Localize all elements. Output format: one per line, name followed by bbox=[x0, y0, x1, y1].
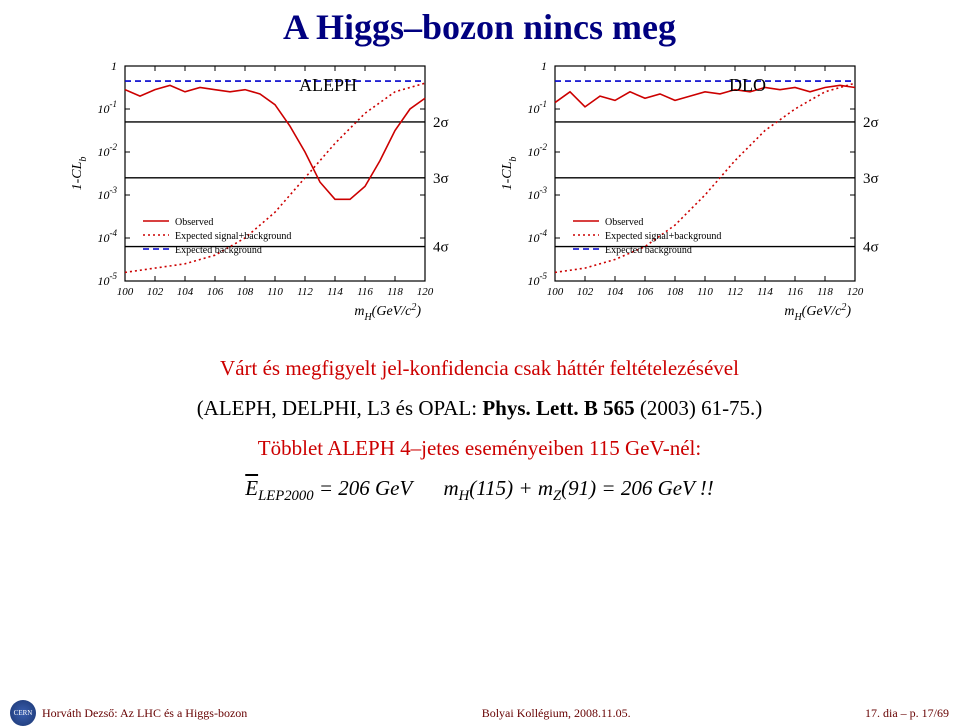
svg-text:10-3: 10-3 bbox=[97, 185, 117, 202]
svg-text:2σ: 2σ bbox=[863, 115, 879, 131]
svg-text:ALEPH: ALEPH bbox=[299, 75, 357, 95]
svg-text:1-CLb: 1-CLb bbox=[500, 157, 519, 191]
svg-text:mH(GeV/c2): mH(GeV/c2) bbox=[784, 302, 851, 323]
svg-text:2σ: 2σ bbox=[433, 115, 449, 131]
svg-text:4σ: 4σ bbox=[863, 240, 879, 256]
body-line4: ELEP2000 = 206 GeV mH(115) + mZ(91) = 20… bbox=[0, 469, 959, 511]
chart-dlo: 100 102 104 106 108 110 112 114 116 118 120 1 10-1 10… bbox=[495, 56, 895, 331]
svg-text:4σ: 4σ bbox=[433, 240, 449, 256]
eq-right: mH(115) + mZ(91) = 206 GeV !! bbox=[443, 476, 713, 500]
eq-left: ELEP2000 = 206 GeV bbox=[245, 476, 417, 500]
svg-text:112: 112 bbox=[727, 286, 743, 298]
svg-text:DLO: DLO bbox=[729, 75, 766, 95]
svg-text:10-5: 10-5 bbox=[97, 271, 117, 288]
svg-text:112: 112 bbox=[297, 286, 313, 298]
svg-text:108: 108 bbox=[666, 286, 683, 298]
svg-text:120: 120 bbox=[846, 286, 863, 298]
svg-text:118: 118 bbox=[817, 286, 833, 298]
chart-aleph: 100 102 104 106 108 110 112 114 116 118 120 1 10-1 10… bbox=[65, 56, 465, 331]
svg-text:10-2: 10-2 bbox=[97, 142, 117, 159]
svg-text:100: 100 bbox=[546, 286, 563, 298]
svg-text:Observed: Observed bbox=[175, 217, 213, 228]
svg-text:3σ: 3σ bbox=[863, 171, 879, 187]
svg-text:3σ: 3σ bbox=[433, 171, 449, 187]
svg-text:1: 1 bbox=[111, 59, 117, 73]
cern-logo-icon: CERN bbox=[10, 700, 36, 726]
svg-text:10-4: 10-4 bbox=[97, 228, 117, 245]
svg-text:1: 1 bbox=[541, 59, 547, 73]
svg-text:120: 120 bbox=[416, 286, 433, 298]
footer: CERN Horváth Dezső: Az LHC és a Higgs-bo… bbox=[0, 700, 959, 726]
svg-text:10-1: 10-1 bbox=[97, 99, 117, 116]
svg-text:10-2: 10-2 bbox=[527, 142, 547, 159]
body-text: Várt és megfigyelt jel-konfidencia csak … bbox=[0, 349, 959, 511]
body-line2: (ALEPH, DELPHI, L3 és OPAL: Phys. Lett. … bbox=[0, 389, 959, 429]
svg-text:106: 106 bbox=[206, 286, 223, 298]
svg-text:Expected background: Expected background bbox=[605, 245, 692, 256]
svg-text:104: 104 bbox=[176, 286, 193, 298]
footer-left: CERN Horváth Dezső: Az LHC és a Higgs-bo… bbox=[10, 700, 247, 726]
page-title: A Higgs–bozon nincs meg bbox=[0, 0, 959, 48]
svg-text:116: 116 bbox=[787, 286, 803, 298]
svg-text:Observed: Observed bbox=[605, 217, 643, 228]
svg-text:114: 114 bbox=[757, 286, 773, 298]
svg-text:10-4: 10-4 bbox=[527, 228, 547, 245]
svg-text:114: 114 bbox=[327, 286, 343, 298]
svg-text:10-1: 10-1 bbox=[527, 99, 547, 116]
svg-text:mH(GeV/c2): mH(GeV/c2) bbox=[354, 302, 421, 323]
footer-author: Horváth Dezső: Az LHC és a Higgs-bozon bbox=[42, 706, 247, 721]
svg-text:10-3: 10-3 bbox=[527, 185, 547, 202]
body-line1: Várt és megfigyelt jel-konfidencia csak … bbox=[0, 349, 959, 389]
svg-text:10-5: 10-5 bbox=[527, 271, 547, 288]
footer-right: 17. dia – p. 17/69 bbox=[865, 706, 949, 721]
chart-dlo-svg: 100 102 104 106 108 110 112 114 116 118 120 1 10-1 10… bbox=[495, 56, 895, 326]
chart-aleph-svg: 100 102 104 106 108 110 112 114 116 118 120 1 10-1 10… bbox=[65, 56, 465, 326]
footer-center: Bolyai Kollégium, 2008.11.05. bbox=[482, 706, 631, 721]
svg-text:110: 110 bbox=[267, 286, 283, 298]
body-line3: Többlet ALEPH 4–jetes eseményeiben 115 G… bbox=[0, 429, 959, 469]
svg-text:108: 108 bbox=[236, 286, 253, 298]
svg-text:Expected signal+background: Expected signal+background bbox=[175, 231, 291, 242]
svg-text:102: 102 bbox=[146, 286, 163, 298]
svg-text:110: 110 bbox=[697, 286, 713, 298]
svg-text:Expected signal+background: Expected signal+background bbox=[605, 231, 721, 242]
svg-text:1-CLb: 1-CLb bbox=[70, 157, 89, 191]
svg-text:106: 106 bbox=[636, 286, 653, 298]
svg-text:104: 104 bbox=[606, 286, 623, 298]
svg-text:Expected background: Expected background bbox=[175, 245, 262, 256]
charts-row: 100 102 104 106 108 110 112 114 116 118 120 1 10-1 10… bbox=[0, 56, 959, 331]
svg-text:102: 102 bbox=[576, 286, 593, 298]
svg-text:100: 100 bbox=[116, 286, 133, 298]
svg-text:118: 118 bbox=[387, 286, 403, 298]
svg-text:116: 116 bbox=[357, 286, 373, 298]
